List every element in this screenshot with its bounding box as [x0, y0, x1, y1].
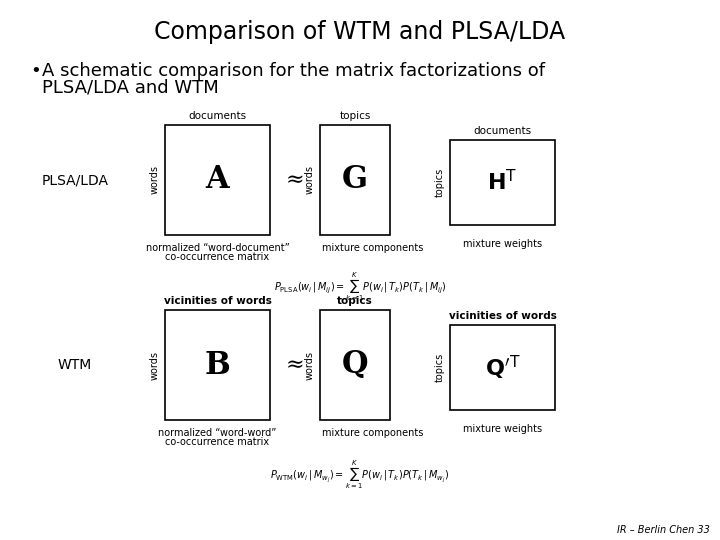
Text: words: words: [305, 350, 315, 380]
Text: mixture components: mixture components: [323, 428, 423, 438]
Text: topics: topics: [435, 353, 445, 382]
Text: $\mathbf{Q}'^{\mathsf{T}}$: $\mathbf{Q}'^{\mathsf{T}}$: [485, 353, 521, 382]
Text: ≈: ≈: [286, 169, 305, 191]
Text: topics: topics: [337, 296, 373, 306]
Text: vicinities of words: vicinities of words: [163, 296, 271, 306]
Text: PLSA/LDA: PLSA/LDA: [42, 173, 109, 187]
Text: words: words: [305, 165, 315, 194]
Text: Comparison of WTM and PLSA/LDA: Comparison of WTM and PLSA/LDA: [154, 20, 566, 44]
Bar: [450, 140, 555, 225]
Bar: [320, 125, 390, 235]
Text: Q: Q: [342, 349, 368, 381]
Text: topics: topics: [339, 111, 371, 121]
Text: A schematic comparison for the matrix factorizations of: A schematic comparison for the matrix fa…: [42, 62, 545, 80]
Text: •: •: [30, 62, 41, 80]
Text: vicinities of words: vicinities of words: [449, 311, 557, 321]
Text: co-occurrence matrix: co-occurrence matrix: [166, 437, 269, 447]
Bar: [165, 125, 270, 235]
Text: topics: topics: [435, 168, 445, 197]
Text: WTM: WTM: [58, 358, 92, 372]
Text: words: words: [150, 165, 160, 194]
Text: $P_{\mathrm{WTM}}(w_i\,|\,M_{w_j}) = \sum_{k=1}^{K} P(w_i\,|\,T_k)P(T_k\,|\,M_{w: $P_{\mathrm{WTM}}(w_i\,|\,M_{w_j}) = \su…: [271, 458, 449, 491]
Text: mixture weights: mixture weights: [463, 239, 542, 249]
Text: normalized “word-document”: normalized “word-document”: [145, 243, 289, 253]
Text: words: words: [150, 350, 160, 380]
Bar: [320, 310, 390, 420]
Text: $P_{\mathrm{PLSA}}(w_i\,|\,M_{ij}) = \sum_{k=1}^{K} P(w_i\,|\,T_k)P(T_k\,|\,M_{i: $P_{\mathrm{PLSA}}(w_i\,|\,M_{ij}) = \su…: [274, 270, 446, 303]
Text: PLSA/LDA and WTM: PLSA/LDA and WTM: [42, 78, 219, 96]
Text: mixture weights: mixture weights: [463, 424, 542, 434]
Bar: [450, 325, 555, 410]
Text: B: B: [204, 349, 230, 381]
Text: documents: documents: [474, 126, 531, 136]
Text: $\mathbf{H}^{\mathsf{T}}$: $\mathbf{H}^{\mathsf{T}}$: [487, 170, 518, 195]
Bar: [165, 310, 270, 420]
Text: G: G: [342, 165, 368, 195]
Text: normalized “word-word”: normalized “word-word”: [158, 428, 276, 438]
Text: A: A: [206, 165, 229, 195]
Text: mixture components: mixture components: [323, 243, 423, 253]
Text: documents: documents: [189, 111, 246, 121]
Text: co-occurrence matrix: co-occurrence matrix: [166, 252, 269, 262]
Text: ≈: ≈: [286, 354, 305, 376]
Text: IR – Berlin Chen 33: IR – Berlin Chen 33: [617, 525, 710, 535]
